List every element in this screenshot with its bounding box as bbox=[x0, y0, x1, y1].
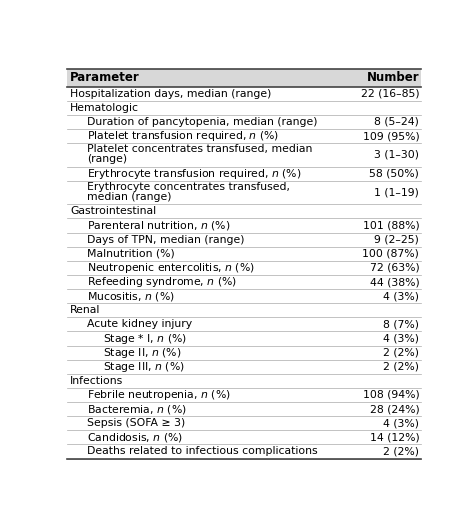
Text: Days of TPN, median (range): Days of TPN, median (range) bbox=[87, 235, 244, 245]
Text: 1 (1–19): 1 (1–19) bbox=[374, 187, 419, 197]
Text: 2 (2%): 2 (2%) bbox=[383, 446, 419, 457]
Text: Febrile neutropenia, $n$ (%): Febrile neutropenia, $n$ (%) bbox=[87, 388, 230, 402]
Text: (range): (range) bbox=[87, 154, 127, 164]
Bar bbox=[66, 204, 421, 219]
Text: 22 (16–85): 22 (16–85) bbox=[361, 89, 419, 99]
Text: 109 (95%): 109 (95%) bbox=[363, 131, 419, 141]
Text: 72 (63%): 72 (63%) bbox=[370, 263, 419, 273]
Text: 101 (88%): 101 (88%) bbox=[363, 220, 419, 231]
Text: 4 (3%): 4 (3%) bbox=[383, 418, 419, 428]
Text: Deaths related to infectious complications: Deaths related to infectious complicatio… bbox=[87, 446, 318, 457]
Bar bbox=[66, 101, 421, 115]
Text: 28 (24%): 28 (24%) bbox=[370, 404, 419, 414]
Text: Stage II, $n$ (%): Stage II, $n$ (%) bbox=[103, 346, 182, 360]
Text: Platelet transfusion required, $n$ (%): Platelet transfusion required, $n$ (%) bbox=[87, 129, 279, 143]
Text: 100 (87%): 100 (87%) bbox=[363, 249, 419, 259]
Bar bbox=[66, 317, 421, 331]
Text: Erythrocyte concentrates transfused,: Erythrocyte concentrates transfused, bbox=[87, 182, 290, 192]
Text: Parenteral nutrition, $n$ (%): Parenteral nutrition, $n$ (%) bbox=[87, 219, 230, 232]
Text: Infections: Infections bbox=[70, 376, 124, 386]
Text: Stage III, $n$ (%): Stage III, $n$ (%) bbox=[103, 360, 185, 374]
Text: Number: Number bbox=[366, 71, 419, 84]
Text: 4 (3%): 4 (3%) bbox=[383, 334, 419, 343]
Bar bbox=[66, 129, 421, 143]
Text: 14 (12%): 14 (12%) bbox=[370, 432, 419, 442]
Text: Hematologic: Hematologic bbox=[70, 103, 139, 113]
Text: Neutropenic entercolitis, $n$ (%): Neutropenic entercolitis, $n$ (%) bbox=[87, 261, 255, 275]
Bar bbox=[66, 143, 421, 167]
Bar bbox=[66, 247, 421, 261]
Text: 58 (50%): 58 (50%) bbox=[369, 169, 419, 179]
Bar bbox=[66, 233, 421, 247]
Text: Sepsis (SOFA ≥ 3): Sepsis (SOFA ≥ 3) bbox=[87, 418, 185, 428]
Text: 2 (2%): 2 (2%) bbox=[383, 348, 419, 358]
Bar bbox=[66, 181, 421, 204]
Text: median (range): median (range) bbox=[87, 192, 171, 202]
Bar bbox=[66, 115, 421, 129]
Text: Acute kidney injury: Acute kidney injury bbox=[87, 319, 192, 329]
Text: 108 (94%): 108 (94%) bbox=[363, 390, 419, 400]
Text: Renal: Renal bbox=[70, 305, 100, 315]
Text: 2 (2%): 2 (2%) bbox=[383, 362, 419, 372]
Text: 3 (1–30): 3 (1–30) bbox=[374, 150, 419, 160]
Bar bbox=[66, 289, 421, 303]
Bar bbox=[66, 275, 421, 289]
Text: Platelet concentrates transfused, median: Platelet concentrates transfused, median bbox=[87, 144, 312, 154]
Bar bbox=[66, 388, 421, 402]
Text: Parameter: Parameter bbox=[70, 71, 140, 84]
Bar bbox=[66, 346, 421, 360]
Text: 4 (3%): 4 (3%) bbox=[383, 291, 419, 301]
Bar bbox=[66, 360, 421, 374]
Bar bbox=[66, 167, 421, 181]
Bar bbox=[66, 416, 421, 430]
Text: 8 (5–24): 8 (5–24) bbox=[374, 117, 419, 127]
Bar bbox=[66, 69, 421, 87]
Bar bbox=[66, 219, 421, 233]
Bar bbox=[66, 303, 421, 317]
Text: Malnutrition (%): Malnutrition (%) bbox=[87, 249, 174, 259]
Bar bbox=[66, 331, 421, 346]
Text: 8 (7%): 8 (7%) bbox=[383, 319, 419, 329]
Bar bbox=[66, 444, 421, 458]
Text: 9 (2–25): 9 (2–25) bbox=[374, 235, 419, 245]
Text: 44 (38%): 44 (38%) bbox=[370, 277, 419, 287]
Text: Mucositis, $n$ (%): Mucositis, $n$ (%) bbox=[87, 290, 174, 303]
Text: Stage * I, $n$ (%): Stage * I, $n$ (%) bbox=[103, 331, 187, 346]
Text: Candidosis, $n$ (%): Candidosis, $n$ (%) bbox=[87, 431, 183, 444]
Text: Refeeding syndrome, $n$ (%): Refeeding syndrome, $n$ (%) bbox=[87, 275, 237, 289]
Text: Erythrocyte transfusion required, $n$ (%): Erythrocyte transfusion required, $n$ (%… bbox=[87, 167, 301, 181]
Bar bbox=[66, 87, 421, 101]
Bar bbox=[66, 430, 421, 444]
Text: Gastrointestinal: Gastrointestinal bbox=[70, 206, 156, 217]
Bar bbox=[66, 261, 421, 275]
Bar bbox=[66, 402, 421, 416]
Text: Hospitalization days, median (range): Hospitalization days, median (range) bbox=[70, 89, 272, 99]
Text: Duration of pancytopenia, median (range): Duration of pancytopenia, median (range) bbox=[87, 117, 317, 127]
Bar bbox=[66, 374, 421, 388]
Text: Bacteremia, $n$ (%): Bacteremia, $n$ (%) bbox=[87, 402, 186, 416]
